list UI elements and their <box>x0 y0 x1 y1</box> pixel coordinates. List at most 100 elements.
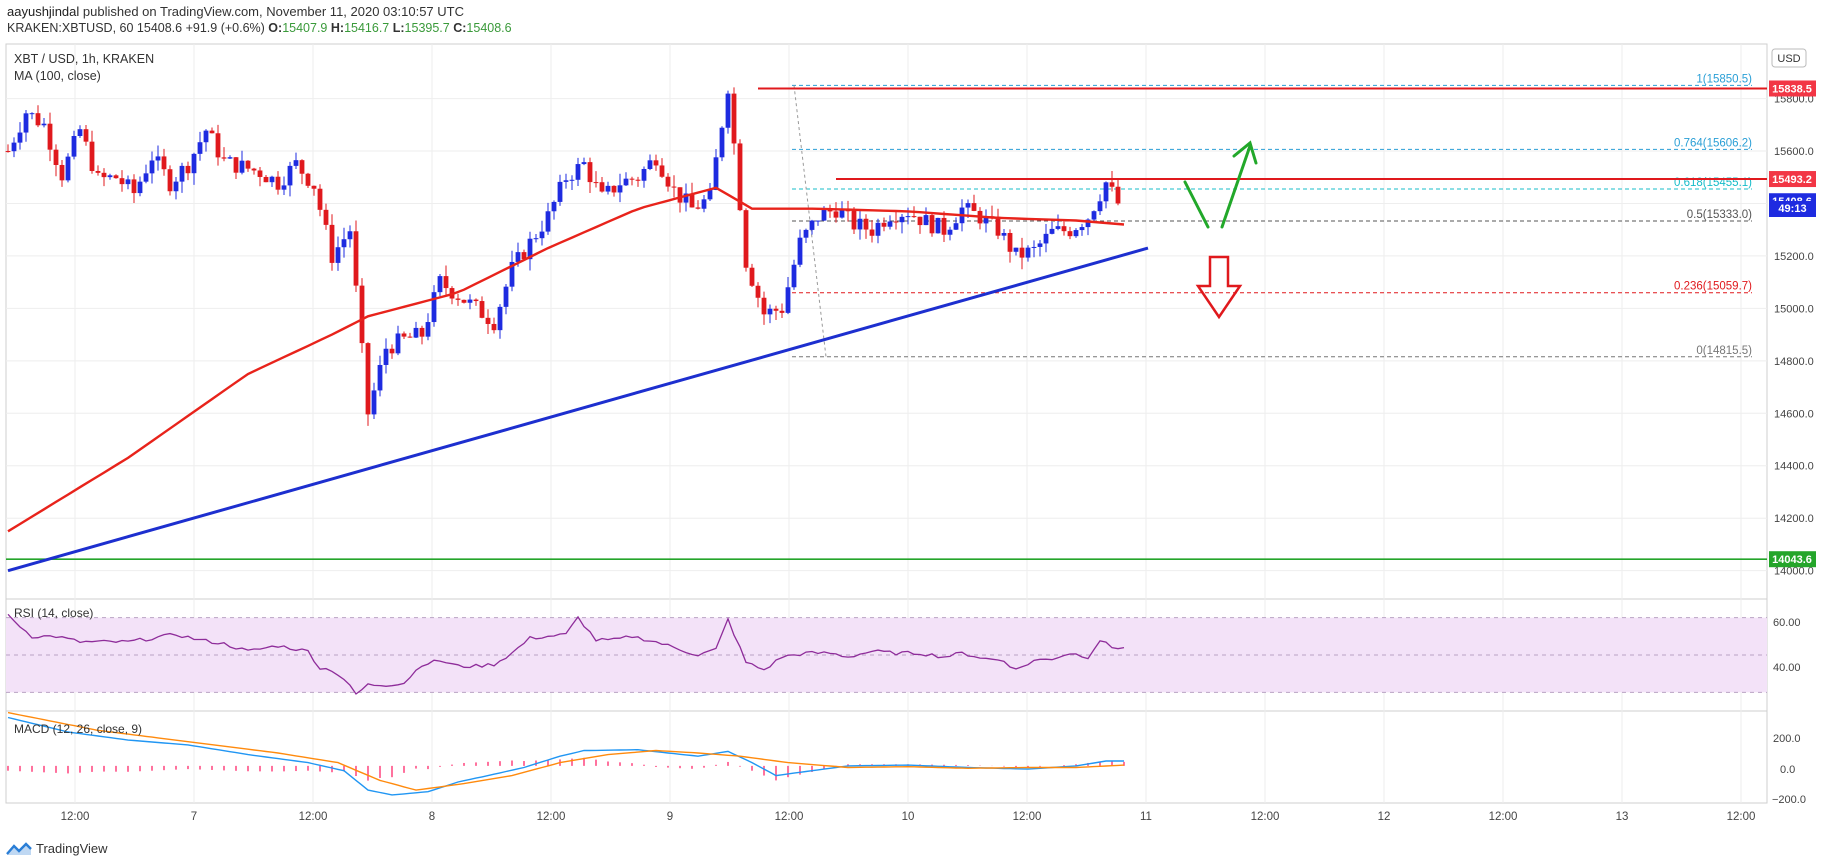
price-tick-label: 15600.0 <box>1774 146 1814 158</box>
footer-brand[interactable]: TradingView <box>6 841 108 856</box>
candle-body <box>89 141 95 171</box>
candle-body <box>407 336 413 338</box>
close-value: 15408.6 <box>466 21 512 35</box>
macd-histogram <box>7 757 1125 781</box>
candle-body <box>839 210 845 218</box>
candle-body <box>335 247 341 263</box>
candle-body <box>437 276 443 293</box>
candle-body <box>233 157 239 173</box>
candle-body <box>305 173 311 186</box>
ma-legend[interactable]: MA (100, close) <box>14 69 101 83</box>
candles <box>5 87 1121 426</box>
price-tick-label: 14000.0 <box>1774 566 1814 578</box>
candle-body <box>797 237 803 265</box>
price-tick-label: 15200.0 <box>1774 251 1814 263</box>
candle-body <box>239 160 245 173</box>
candle-body <box>875 222 881 236</box>
candle-body <box>191 153 197 174</box>
time-axis-labels: 12:00 7 12:00 8 12:00 9 12:00 10 12:00 11 12:00 12 1… <box>61 811 1756 823</box>
candle-body <box>5 151 11 153</box>
price-tick-label: 14800.0 <box>1774 356 1814 368</box>
fib-level-label: 0.764(15606.2) <box>1674 137 1752 149</box>
candle-body <box>887 221 893 227</box>
candle-body <box>257 170 263 177</box>
candle-body <box>1097 201 1103 212</box>
candle-body <box>17 132 23 143</box>
candle-body <box>155 156 161 161</box>
candle-body <box>185 165 191 174</box>
candle-body <box>329 224 335 263</box>
candle-body <box>515 252 521 262</box>
candle-body <box>167 169 173 192</box>
rsi-tick-60: 60.00 <box>1773 617 1801 629</box>
macd-pane <box>7 711 1125 796</box>
price-tick-label: 15000.0 <box>1774 303 1814 315</box>
candle-body <box>785 287 791 313</box>
time-tick-label: 11 <box>1140 811 1152 823</box>
candle-body <box>491 323 497 331</box>
rsi-legend[interactable]: RSI (14, close) <box>14 606 94 620</box>
candle-body <box>881 222 887 227</box>
candle-body <box>473 299 479 302</box>
candle-body <box>779 310 785 313</box>
trend-line[interactable] <box>7 246 1149 573</box>
low-value: 15395.7 <box>404 21 450 35</box>
candle-body <box>503 286 509 307</box>
candle-body <box>323 209 329 225</box>
candle-body <box>521 252 527 260</box>
candle-body <box>497 306 503 331</box>
fib-level-label: 0.236(15059.7) <box>1674 281 1752 293</box>
candle-body <box>347 231 353 240</box>
candle-body <box>1067 231 1073 237</box>
candle-body <box>893 221 899 223</box>
candle-body <box>659 165 665 177</box>
candle-body <box>119 178 125 185</box>
candle-body <box>59 164 65 181</box>
currency-badge <box>1771 48 1807 68</box>
price-tag-bg <box>1769 551 1816 568</box>
candle-body <box>389 348 395 354</box>
price-change: +91.9 (+0.6%) <box>185 21 265 35</box>
candle-body <box>107 175 113 178</box>
candle-body <box>11 142 17 152</box>
candle-body <box>767 308 773 315</box>
candle-body <box>251 168 257 171</box>
candle-body <box>1007 232 1013 252</box>
time-tick-label: 12:00 <box>1489 811 1518 823</box>
candle-body <box>719 127 725 158</box>
candle-body <box>287 165 293 186</box>
candle-body <box>971 203 977 211</box>
candle-body <box>527 238 533 260</box>
candle-body <box>311 185 317 189</box>
candle-body <box>23 113 29 133</box>
signal-line <box>7 711 1125 791</box>
macd-legend[interactable]: MACD (12, 26, close, 9) <box>14 722 143 736</box>
symbol-id: KRAKEN:XBTUSD, 60 <box>7 21 134 35</box>
candle-body <box>29 113 35 115</box>
candle-body <box>593 182 599 184</box>
candle-body <box>983 216 989 224</box>
fib-level-label: 0(14815.5) <box>1696 345 1752 357</box>
symbol-line: KRAKEN:XBTUSD, 60 15408.6 +91.9 (+0.6%) … <box>7 21 512 35</box>
candle-body <box>917 216 923 226</box>
publish-info: published on TradingView.com, November 1… <box>82 4 464 19</box>
author-link[interactable]: aayushjindal <box>7 4 80 19</box>
candle-body <box>935 217 941 234</box>
price-tag-label: 15493.2 <box>1772 174 1812 186</box>
candle-body <box>419 327 425 337</box>
last-price: 15408.6 <box>136 21 183 35</box>
red-down-arrow <box>1195 255 1243 320</box>
candle-body <box>671 186 677 188</box>
time-tick-label: 10 <box>902 811 915 823</box>
candle-body <box>1079 227 1085 231</box>
candle-body <box>947 229 953 235</box>
candle-body <box>545 211 551 232</box>
candle-body <box>1085 219 1091 228</box>
high-value: 15416.7 <box>344 21 390 35</box>
time-tick-label: 12:00 <box>537 811 566 823</box>
open-value: 15407.9 <box>282 21 328 35</box>
candle-body <box>65 156 71 181</box>
candle-body <box>353 231 359 286</box>
candle-body <box>275 176 281 190</box>
